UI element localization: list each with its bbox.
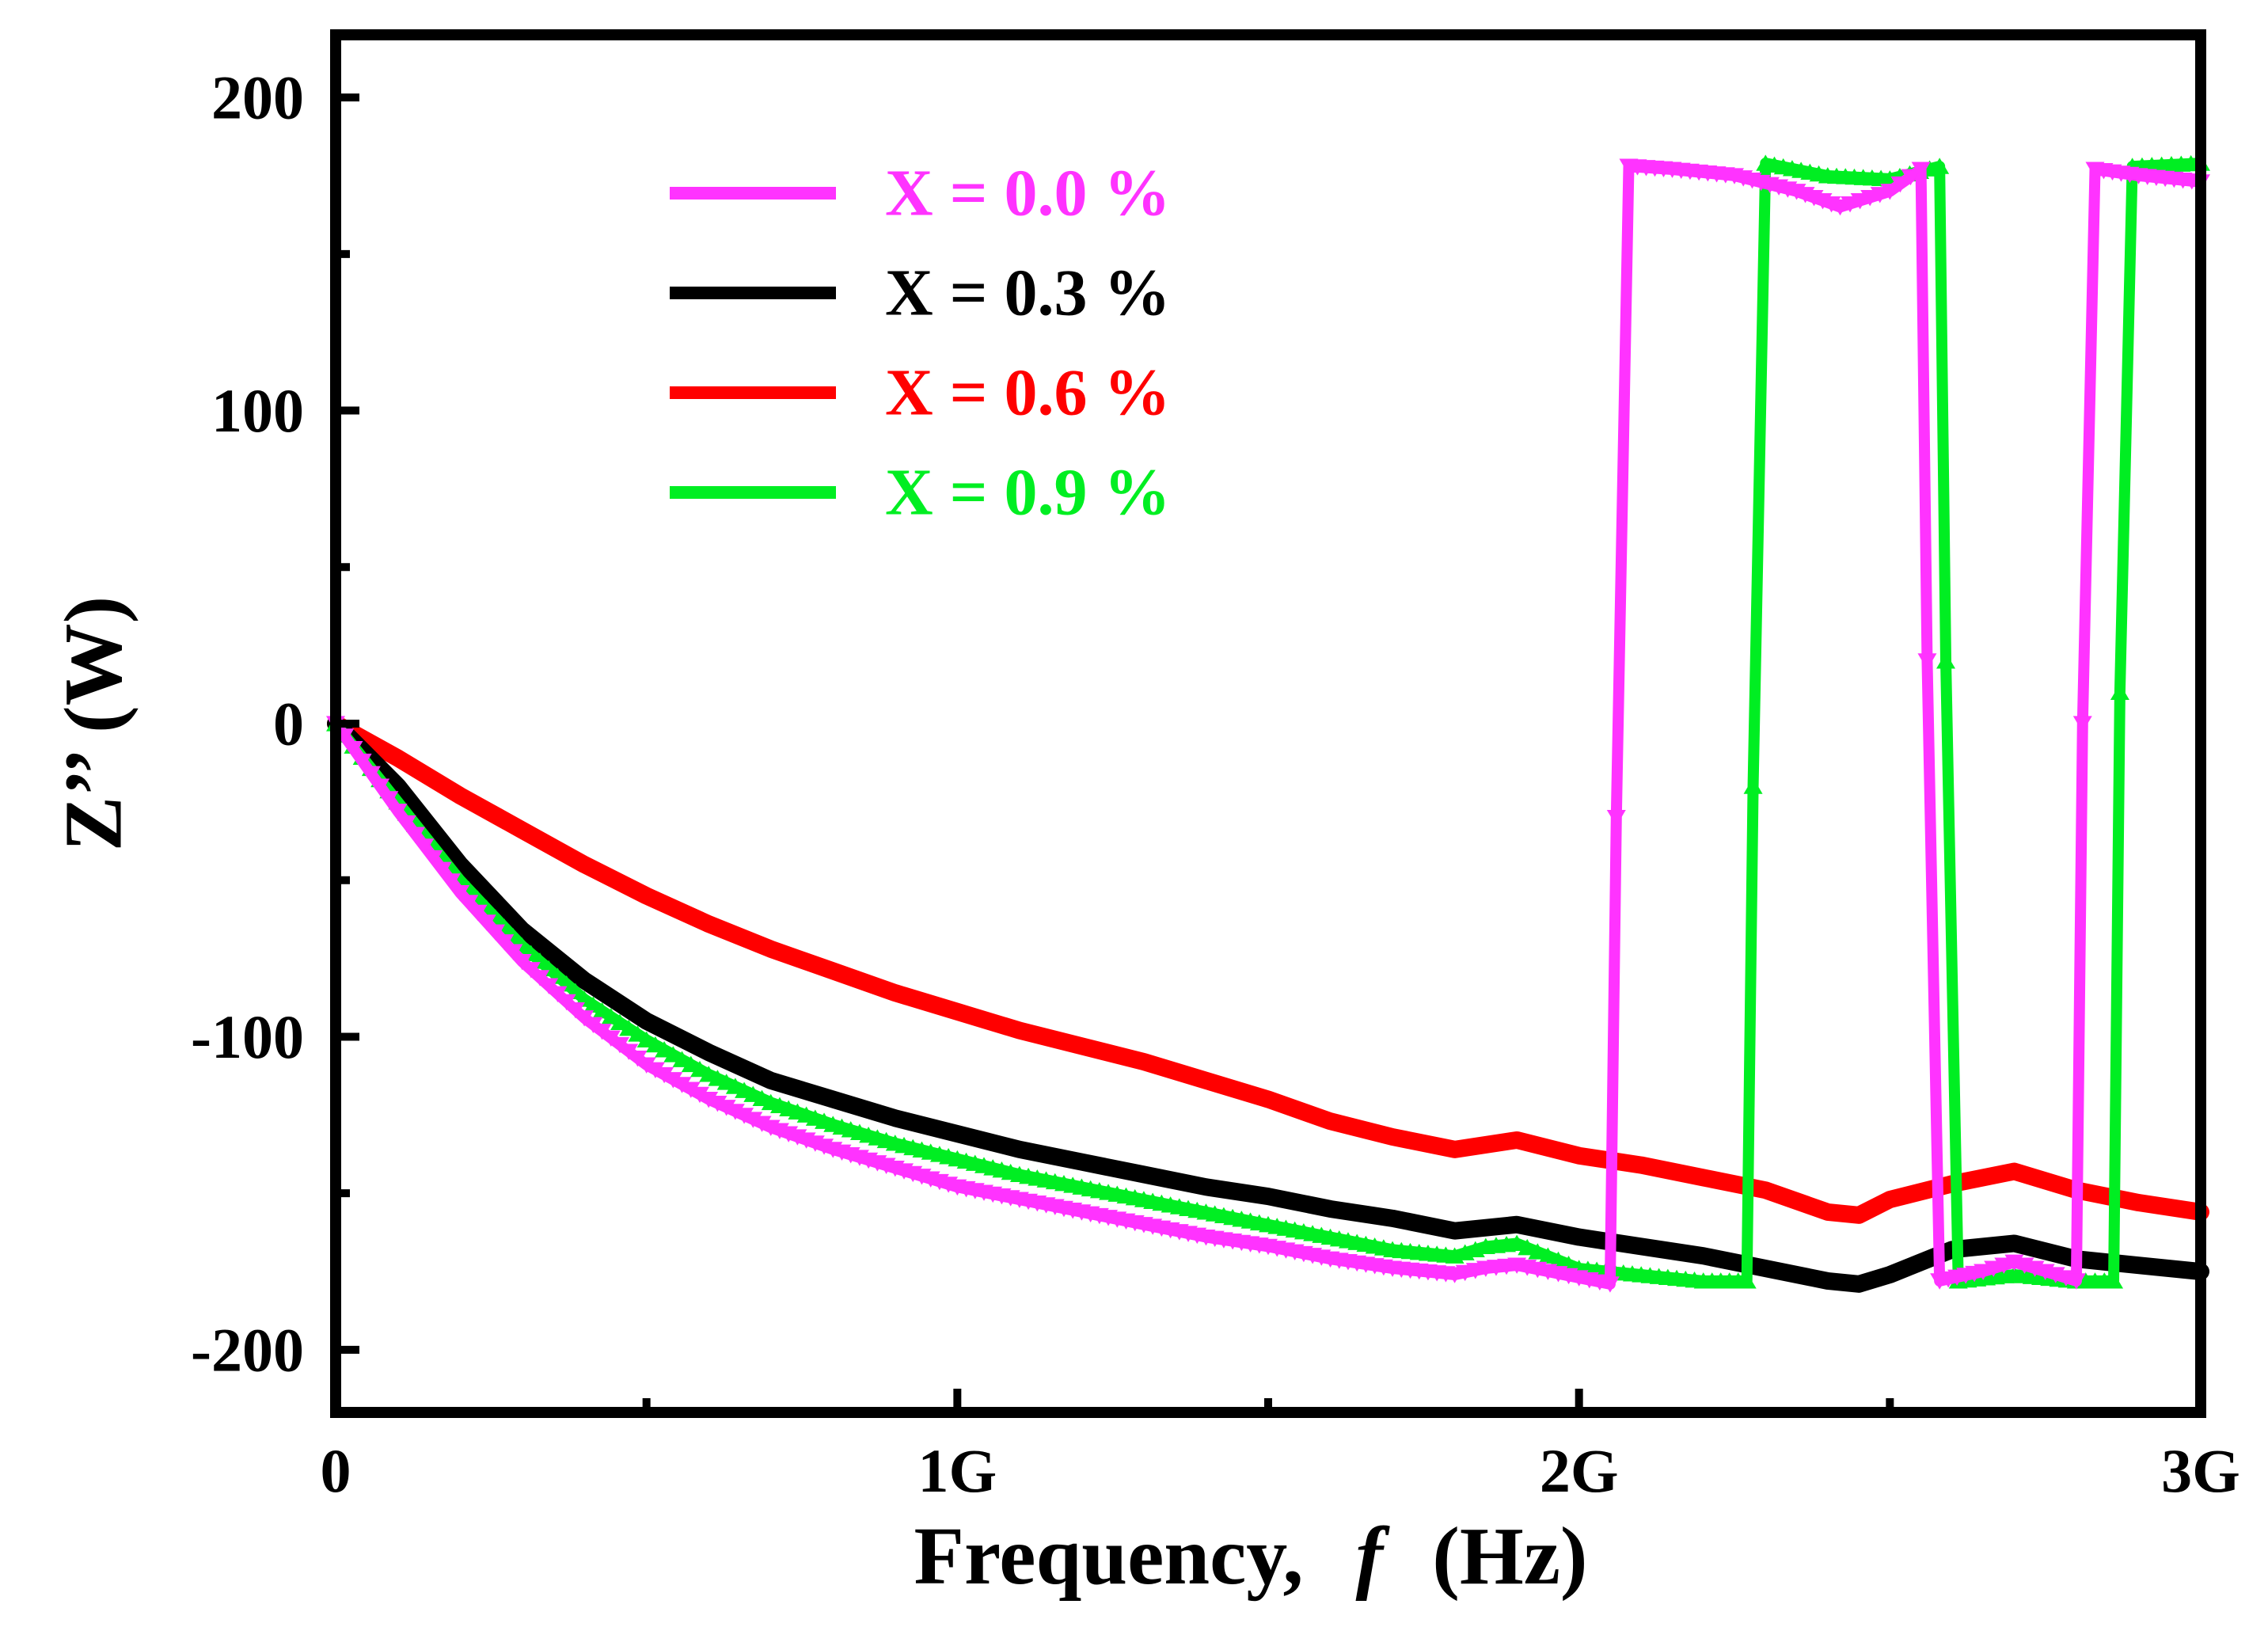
series-marker — [636, 1057, 656, 1074]
y-axis-title: Z’’ (W) — [48, 596, 139, 851]
y-tick-label: -100 — [191, 1002, 304, 1071]
series-marker — [1737, 1272, 1757, 1289]
series-marker — [495, 934, 515, 951]
series-marker — [361, 766, 381, 783]
series-marker — [1528, 1243, 1548, 1260]
legend: X = 0.0 % X = 0.3 % X = 0.6 % X = 0.9 % — [670, 157, 1171, 530]
series-marker — [1890, 176, 1910, 193]
legend-entry: X = 0.9 % — [670, 456, 1171, 530]
series-marker — [1600, 1276, 1620, 1293]
series-1 — [327, 715, 2209, 1293]
series-marker — [379, 791, 399, 808]
series-marker — [405, 827, 425, 843]
series-marker — [1984, 1260, 2004, 1277]
x-tick-label: 3G — [2161, 1436, 2240, 1505]
series-marker — [610, 1037, 630, 1054]
series-line — [327, 715, 2209, 1293]
y-tick-label: 100 — [211, 376, 304, 445]
series-marker — [663, 1072, 683, 1089]
series-marker — [681, 1081, 701, 1098]
y-tick-label: 200 — [211, 63, 304, 132]
y-tick-label: 0 — [273, 690, 304, 758]
series-marker — [1548, 1251, 1568, 1268]
series-marker — [441, 873, 461, 890]
legend-label: X = 0.9 % — [885, 456, 1171, 530]
x-tick-label: 2G — [1540, 1436, 1619, 1505]
legend-entry: X = 0.0 % — [670, 157, 1171, 230]
series-marker — [601, 1008, 621, 1024]
series-marker — [592, 1024, 612, 1040]
series-marker — [388, 804, 408, 820]
x-axis-title: Frequency, f (Hz) — [914, 1511, 1587, 1602]
series-marker — [1974, 1264, 1993, 1280]
series-marker — [424, 850, 443, 867]
series-marker — [655, 1066, 674, 1084]
series-2 — [327, 715, 2209, 1224]
series-marker — [1917, 653, 1937, 670]
series-marker — [610, 1013, 630, 1030]
series-marker — [1880, 184, 1900, 200]
series-marker — [645, 1062, 665, 1079]
series-marker — [503, 944, 523, 960]
series-marker — [397, 815, 416, 832]
series-layer — [326, 154, 2210, 1293]
series-marker — [628, 1025, 648, 1042]
series-marker — [2104, 1272, 2124, 1289]
x-tick-label: 1G — [917, 1436, 997, 1505]
series-marker — [583, 1017, 603, 1034]
series-marker — [575, 1010, 595, 1027]
series-marker — [432, 861, 452, 878]
tick-labels: 0 1G 2G 3G -200 -100 0 100 200 — [191, 63, 2240, 1505]
series-marker — [2072, 716, 2092, 732]
series-marker — [352, 753, 372, 770]
series-marker — [601, 1030, 621, 1047]
legend-label: X = 0.3 % — [885, 257, 1171, 330]
series-0 — [326, 158, 2210, 1293]
series-marker — [690, 1086, 709, 1104]
series-marker — [485, 924, 505, 941]
x-axis-title-symbol: f — [1356, 1511, 1391, 1602]
series-marker — [1930, 158, 1950, 174]
y-tick-label: -200 — [191, 1315, 304, 1384]
series-marker — [1606, 810, 1626, 827]
series-marker — [619, 1043, 639, 1060]
series-marker — [459, 895, 479, 911]
series-line — [327, 715, 2209, 1224]
series-marker — [2110, 683, 2129, 701]
series-marker — [1901, 169, 1920, 186]
series-marker — [628, 1050, 648, 1067]
series-marker — [1936, 652, 1956, 669]
x-axis-title-main: Frequency, — [914, 1511, 1303, 1602]
legend-entry: X = 0.3 % — [670, 257, 1171, 330]
series-marker — [592, 1002, 612, 1019]
series-marker — [370, 778, 390, 795]
series-marker — [477, 914, 496, 931]
x-axis-title-unit: (Hz) — [1432, 1511, 1587, 1602]
series-marker — [583, 996, 603, 1013]
plot-frame — [330, 29, 2206, 1418]
series-marker — [2066, 1273, 2086, 1290]
series-marker — [450, 884, 470, 902]
legend-entry: X = 0.6 % — [670, 356, 1171, 430]
series-marker — [1518, 1238, 1537, 1256]
series-marker — [1507, 1234, 1527, 1252]
series-marker — [672, 1077, 692, 1093]
series-marker — [344, 741, 363, 758]
svg-text:Frequency, f (Hz): Frequency, f (Hz) — [914, 1511, 1587, 1602]
series-marker — [1538, 1247, 1558, 1264]
series-marker — [619, 1019, 639, 1036]
series-marker — [1911, 162, 1931, 178]
x-tick-label: 0 — [321, 1436, 351, 1505]
series-marker — [415, 838, 435, 855]
series-marker — [1994, 1257, 2014, 1274]
legend-label: X = 0.0 % — [885, 157, 1171, 230]
series-marker — [468, 904, 488, 922]
series-marker — [1743, 777, 1763, 794]
legend-label: X = 0.6 % — [885, 356, 1171, 430]
